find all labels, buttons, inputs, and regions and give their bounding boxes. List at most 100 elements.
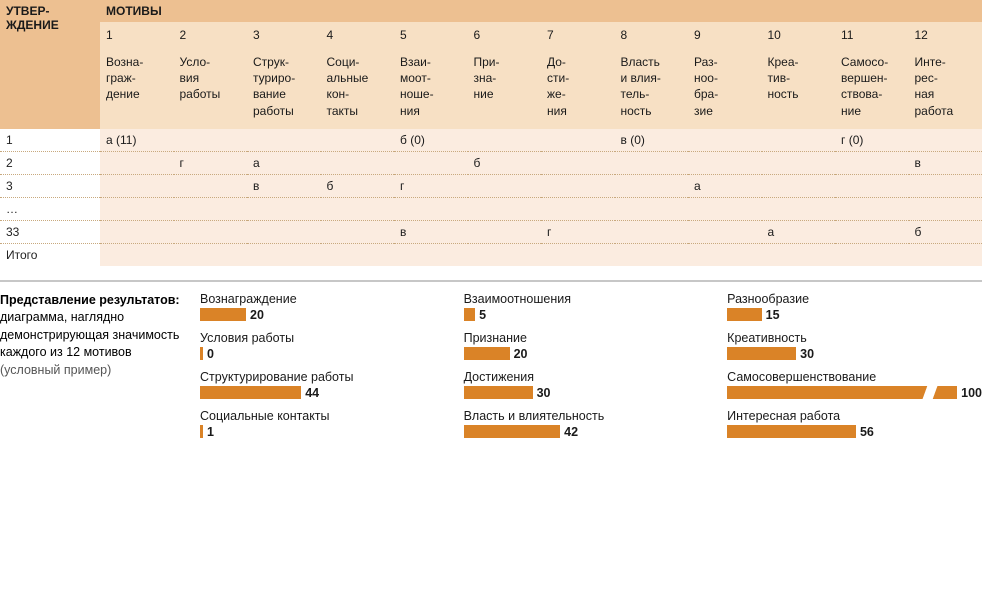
header-col0: УТВЕР- ЖДЕНИЕ	[0, 0, 100, 48]
header-num-10: 10	[762, 22, 836, 48]
bar-row: 20	[464, 347, 708, 361]
table-cell	[541, 243, 615, 266]
row-number: 1	[0, 129, 100, 152]
table-cell	[100, 220, 174, 243]
header-num-2: 2	[174, 22, 248, 48]
table-cell	[615, 151, 689, 174]
bar-value: 20	[250, 308, 264, 322]
table-cell	[835, 174, 909, 197]
bar-row: 56	[727, 425, 982, 439]
table-cell: а (11)	[100, 129, 174, 152]
table-cell	[468, 243, 542, 266]
bar-item: Признание 20	[464, 331, 708, 361]
table-cell	[247, 129, 321, 152]
table-cell: а	[247, 151, 321, 174]
table-row: 3вбга	[0, 174, 982, 197]
table-row: 2габв	[0, 151, 982, 174]
bar-label: Власть и влиятельность	[464, 409, 708, 423]
table-cell: а	[688, 174, 762, 197]
table-cell	[541, 197, 615, 220]
header-label-9: Раз-ноо-бра-зие	[688, 48, 762, 129]
table-cell	[688, 151, 762, 174]
table-row: 33вгаб	[0, 220, 982, 243]
table-cell	[615, 220, 689, 243]
bar-label: Условия работы	[200, 331, 444, 345]
table-cell	[100, 151, 174, 174]
table-cell	[100, 174, 174, 197]
table-cell	[100, 197, 174, 220]
table-row: Итого	[0, 243, 982, 266]
table-cell	[762, 151, 836, 174]
results-note: (условный пример)	[0, 363, 111, 377]
header-label-4: Соци-альныекон-такты	[321, 48, 395, 129]
bar-label: Вознаграждение	[200, 292, 444, 306]
bar-row: 100	[727, 386, 982, 400]
table-cell	[541, 151, 615, 174]
table-cell	[541, 129, 615, 152]
bar-value: 0	[207, 347, 214, 361]
table-cell	[321, 220, 395, 243]
bar-item: Интересная работа56	[727, 409, 982, 439]
row-number: 33	[0, 220, 100, 243]
bar-fill	[464, 386, 533, 399]
bar-item: Взаимоотношения 5	[464, 292, 708, 322]
header-num-3: 3	[247, 22, 321, 48]
bar-label: Креативность	[727, 331, 982, 345]
header-num-7: 7	[541, 22, 615, 48]
table-cell	[835, 197, 909, 220]
bar-fill	[727, 308, 762, 321]
bar-value: 1	[207, 425, 214, 439]
bar-fill	[200, 347, 203, 360]
header-label-7: До-сти-же-ния	[541, 48, 615, 129]
table-cell	[468, 197, 542, 220]
bar-fill	[200, 386, 301, 399]
bar-label: Разнообразие	[727, 292, 982, 306]
motives-table-container: УТВЕР- ЖДЕНИЕ МОТИВЫ 123456789101112 Воз…	[0, 0, 982, 266]
table-cell	[909, 197, 982, 220]
header-label-11: Самосо-вершен-ствова-ние	[835, 48, 909, 129]
bar-label: Признание	[464, 331, 708, 345]
header-label-12: Инте-рес-наяработа	[909, 48, 982, 129]
bar-row: 42	[464, 425, 708, 439]
bar-value: 100	[961, 386, 982, 400]
table-cell	[394, 197, 468, 220]
bar-item: Креативность30	[727, 331, 982, 361]
bar-item: Власть и влиятельность 42	[464, 409, 708, 439]
bar-fill	[464, 425, 561, 438]
bar-row: 44	[200, 386, 444, 400]
table-cell	[762, 174, 836, 197]
table-cell	[835, 151, 909, 174]
bar-value: 5	[479, 308, 486, 322]
bar-label: Социальные контакты	[200, 409, 444, 423]
bar-label: Взаимоотношения	[464, 292, 708, 306]
table-cell	[835, 243, 909, 266]
header-num-11: 11	[835, 22, 909, 48]
bar-item: Достижения30	[464, 370, 708, 400]
bar-item: Разнообразие 15	[727, 292, 982, 322]
bar-value: 15	[766, 308, 780, 322]
bar-item: Вознаграждение 20	[200, 292, 444, 322]
table-cell	[468, 129, 542, 152]
row-number: Итого	[0, 243, 100, 266]
header-motivy: МОТИВЫ	[100, 0, 982, 22]
header-label-6: При-зна-ние	[468, 48, 542, 129]
table-cell	[615, 174, 689, 197]
bars-container: Вознаграждение 20 Условия работы 0 Структури…	[200, 292, 982, 439]
table-body: 1а (11)б (0)в (0)г (0)2габв3вбга…33вгабИ…	[0, 129, 982, 266]
bar-value: 30	[537, 386, 551, 400]
table-cell	[762, 197, 836, 220]
row-number: 2	[0, 151, 100, 174]
results-section: Представление результатов: диаграмма, на…	[0, 280, 982, 439]
table-cell	[688, 243, 762, 266]
header-num-5: 5	[394, 22, 468, 48]
bar-fill	[200, 308, 246, 321]
bar-row: 15	[727, 308, 982, 322]
table-cell	[394, 243, 468, 266]
table-cell: г	[394, 174, 468, 197]
table-cell	[541, 174, 615, 197]
table-cell	[468, 174, 542, 197]
results-text: диаграмма, наглядно демонстрирующая знач…	[0, 310, 179, 359]
bar-label: Структурирование работы	[200, 370, 444, 384]
results-description: Представление результатов: диаграмма, на…	[0, 292, 182, 380]
bar-row: 1	[200, 425, 444, 439]
